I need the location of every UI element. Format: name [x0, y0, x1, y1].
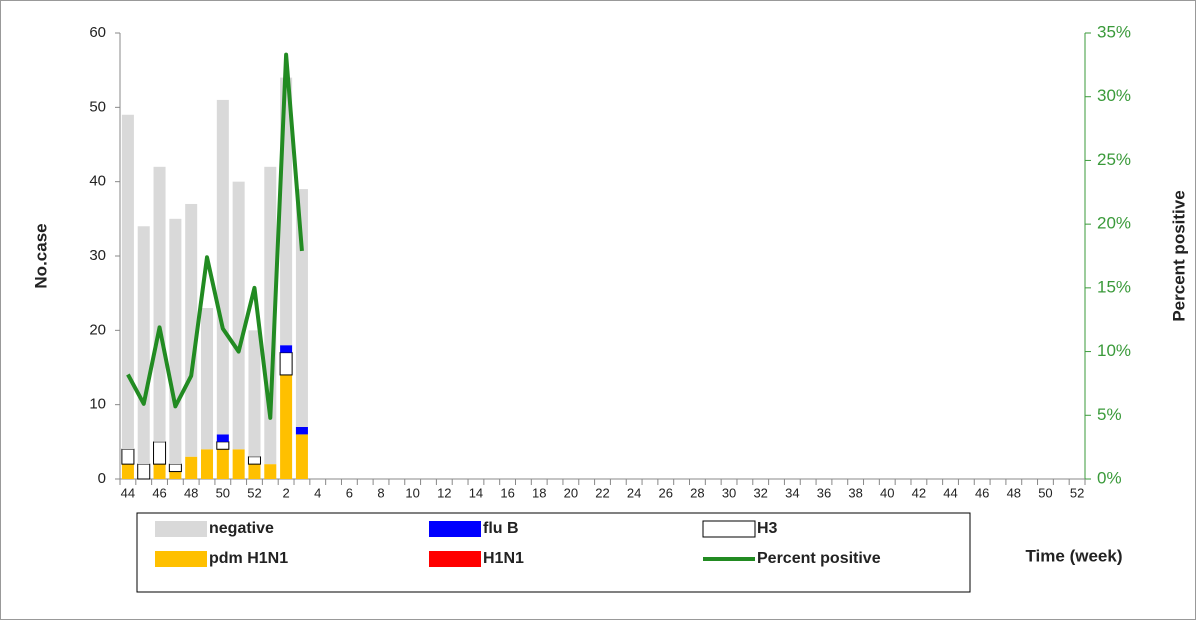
- x-tick-label: 2: [282, 485, 289, 500]
- y-tick-label: 30: [89, 247, 106, 264]
- bar-segment: [216, 449, 229, 479]
- x-tick-label: 18: [532, 485, 546, 500]
- y-tick-label: 60: [89, 24, 106, 41]
- bar-segment: [280, 345, 293, 353]
- bar-segment: [200, 308, 214, 450]
- bar-segment: [200, 449, 214, 479]
- legend-box: [136, 512, 971, 593]
- y-tick-label: 20: [89, 321, 106, 338]
- bar-segment: [264, 464, 277, 479]
- x-tick-label: 46: [975, 485, 989, 500]
- bar-segment: [295, 189, 308, 427]
- legend-swatch: [155, 521, 207, 537]
- y2-tick-label: 35%: [1097, 22, 1131, 41]
- x-tick-label: 26: [659, 485, 673, 500]
- x-tick-label: 48: [1007, 485, 1021, 500]
- y2-tick-label: 0%: [1097, 468, 1122, 487]
- x-axis-label: Time (week): [1025, 546, 1122, 565]
- legend-label: H1N1: [483, 550, 524, 567]
- x-tick-label: 48: [184, 485, 198, 500]
- bar-segment: [137, 463, 151, 480]
- x-tick-label: 36: [817, 485, 831, 500]
- y2-axis-label: Percent positive: [1169, 190, 1188, 321]
- y-tick-label: 50: [89, 98, 106, 115]
- bar-segment: [185, 456, 198, 479]
- x-tick-label: 42: [912, 485, 926, 500]
- x-tick-label: 8: [377, 485, 384, 500]
- legend-swatch: [429, 551, 481, 567]
- bar-segment: [121, 448, 135, 465]
- bar-segment: [137, 226, 150, 465]
- x-tick-label: 12: [437, 485, 451, 500]
- bar-segment: [121, 464, 134, 479]
- y2-tick-label: 15%: [1097, 277, 1131, 296]
- bar-segment: [232, 181, 245, 450]
- x-tick-label: 50: [216, 485, 230, 500]
- bar-segment: [216, 434, 229, 442]
- y2-tick-label: 25%: [1097, 150, 1131, 169]
- bar-segment: [185, 203, 198, 457]
- bar-segment: [153, 464, 166, 479]
- legend-label: Percent positive: [757, 550, 881, 567]
- x-tick-label: 52: [1070, 485, 1084, 500]
- y-tick-label: 10: [89, 396, 106, 413]
- y2-tick-label: 30%: [1097, 86, 1131, 105]
- bar-segment: [248, 330, 261, 457]
- bar-segment: [121, 114, 134, 450]
- legend-swatch: [155, 551, 207, 567]
- bar-segment: [216, 441, 230, 450]
- x-tick-label: 32: [753, 485, 767, 500]
- bar-segment: [216, 99, 229, 435]
- x-tick-label: 40: [880, 485, 894, 500]
- x-tick-label: 38: [848, 485, 862, 500]
- legend-label: flu B: [483, 520, 519, 537]
- x-tick-label: 24: [627, 485, 641, 500]
- x-tick-label: 46: [152, 485, 166, 500]
- bar-segment: [232, 449, 245, 479]
- bar-segment: [169, 471, 182, 479]
- x-tick-label: 6: [346, 485, 353, 500]
- line-series: [126, 52, 304, 420]
- legend-swatch: [702, 520, 756, 538]
- x-tick-label: 44: [121, 485, 135, 500]
- x-tick-label: 14: [469, 485, 483, 500]
- x-tick-label: 50: [1038, 485, 1052, 500]
- x-tick-label: 22: [595, 485, 609, 500]
- bar-segment: [247, 456, 261, 465]
- x-tick-label: 16: [500, 485, 514, 500]
- bar-segment: [169, 218, 182, 465]
- y2-tick-label: 20%: [1097, 214, 1131, 233]
- x-tick-label: 34: [785, 485, 799, 500]
- x-tick-label: 20: [564, 485, 578, 500]
- y-axis-label: No.case: [31, 223, 50, 288]
- x-tick-label: 10: [405, 485, 419, 500]
- legend-label: pdm H1N1: [209, 550, 288, 567]
- y2-tick-label: 10%: [1097, 341, 1131, 360]
- x-tick-label: 28: [690, 485, 704, 500]
- bar-segment: [295, 434, 308, 479]
- y2-tick-label: 5%: [1097, 405, 1122, 424]
- bar-segment: [153, 441, 167, 465]
- bar-segment: [295, 426, 308, 435]
- y-tick-label: 0: [98, 470, 106, 487]
- x-tick-label: 44: [943, 485, 957, 500]
- bar-segment: [279, 352, 293, 376]
- x-tick-label: 4: [314, 485, 321, 500]
- bar-segment: [153, 166, 166, 442]
- legend-label: H3: [757, 520, 778, 537]
- x-tick-label: 30: [722, 485, 736, 500]
- legend-swatch: [429, 521, 481, 537]
- bar-segment: [248, 464, 261, 479]
- legend-label: negative: [209, 520, 274, 537]
- bar-segment: [168, 463, 182, 473]
- x-tick-label: 52: [247, 485, 261, 500]
- bar-segment: [280, 374, 293, 479]
- y-tick-label: 40: [89, 173, 106, 190]
